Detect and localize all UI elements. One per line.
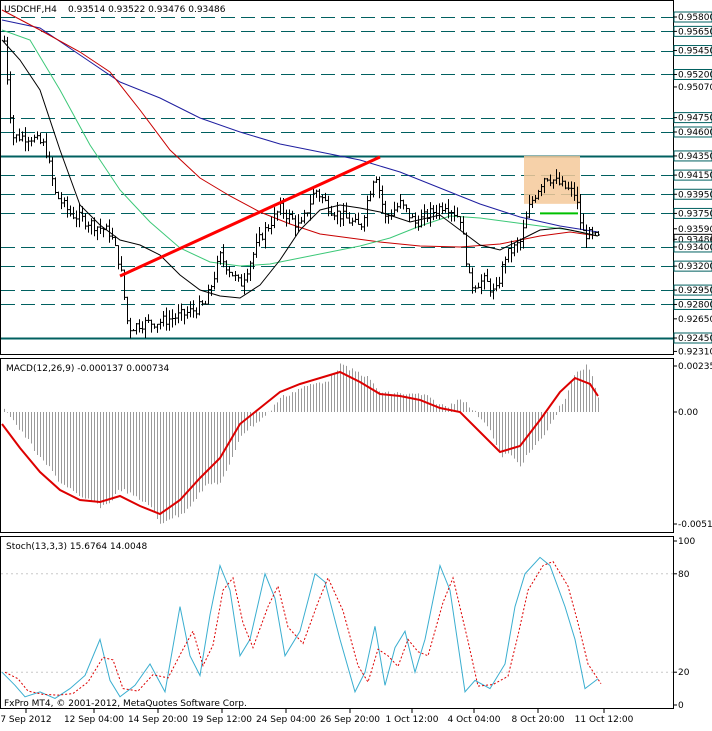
stoch-scale-label: 0 [678,701,684,711]
time-label: 7 Sep 2012 [0,715,51,725]
time-label: 19 Sep 12:00 [192,715,252,725]
price-bars [3,35,600,339]
time-label: 8 Oct 20:00 [512,715,565,725]
time-label: 11 Oct 12:00 [575,715,634,725]
time-label: 14 Sep 20:00 [128,715,188,725]
time-axis: 7 Sep 2012 12 Sep 04:00 14 Sep 20:00 19 Sep… [0,709,634,725]
stoch-scale-label: 100 [678,537,695,547]
price-label: 0.94350 [678,152,712,162]
stoch-label: Stoch(13,3,3) 15.6764 14.0048 [6,542,147,552]
stoch-scale-label: 80 [678,570,690,580]
macd-signal-line [1,370,599,516]
stochastic-indicator: 100 80 20 0 [1,537,695,711]
price-label: 0.93950 [678,190,712,200]
macd-label: MACD(12,26,9) -0.000137 0.000734 [6,364,169,374]
price-label: 0.93400 [678,243,712,253]
price-label: 0.95450 [678,47,712,57]
macd-scale-label: -0.00515 [678,520,712,530]
ma-red-line [1,9,599,248]
moving-averages [1,9,599,299]
price-label: 0.95800 [678,13,712,23]
time-label: 26 Sep 20:00 [320,715,380,725]
price-label: 0.93750 [678,209,712,219]
highlight-box [524,155,580,215]
price-label: 0.94600 [678,128,712,138]
footer-copyright: FxPro MT4, © 2001-2012, MetaQuotes Softw… [4,699,247,709]
highlight-rect [524,155,580,204]
time-label: 1 Oct 12:00 [386,715,439,725]
macd-scale-label: 0.00 [678,408,698,418]
price-label: 0.92650 [678,315,712,325]
price-label: 0.95200 [678,70,712,80]
price-scale: 0.95800 0.95650 0.95450 0.95200 0.95070 0.947… [673,11,712,357]
stoch-panel-frame [0,536,674,709]
ma-blue-line [1,19,599,233]
price-label: 0.94150 [678,171,712,181]
price-label: 0.93486 [678,235,712,245]
trendline-red [119,155,381,278]
time-label: 24 Sep 04:00 [256,715,316,725]
ma-green-line [1,29,599,267]
price-label: 0.92800 [678,300,712,310]
price-label: 0.93590 [678,225,712,235]
ohlc-values: 0.93514 0.93522 0.93476 0.93486 [68,5,226,15]
time-label: 12 Sep 04:00 [64,715,124,725]
horizontal-levels [1,17,673,340]
trendline[interactable] [119,155,381,278]
price-label: 0.95650 [678,27,712,37]
price-label: 0.94750 [678,114,712,124]
price-label: 0.95070 [678,83,712,93]
price-label: 0.92310 [678,347,712,357]
stoch-main-line [1,556,599,700]
price-label: 0.92950 [678,286,712,296]
price-label: 0.93200 [678,262,712,272]
stoch-signal-line [4,560,602,696]
macd-panel-frame [0,358,674,533]
macd-indicator: 0.00235 0.00 -0.00515 [1,362,712,530]
macd-scale-label: 0.00235 [678,362,712,372]
time-label: 4 Oct 04:00 [448,715,501,725]
ma-black-line [1,39,599,299]
price-label: 0.92450 [678,334,712,344]
symbol-label: USDCHF,H4 [4,5,57,15]
stoch-scale-label: 20 [678,668,690,678]
